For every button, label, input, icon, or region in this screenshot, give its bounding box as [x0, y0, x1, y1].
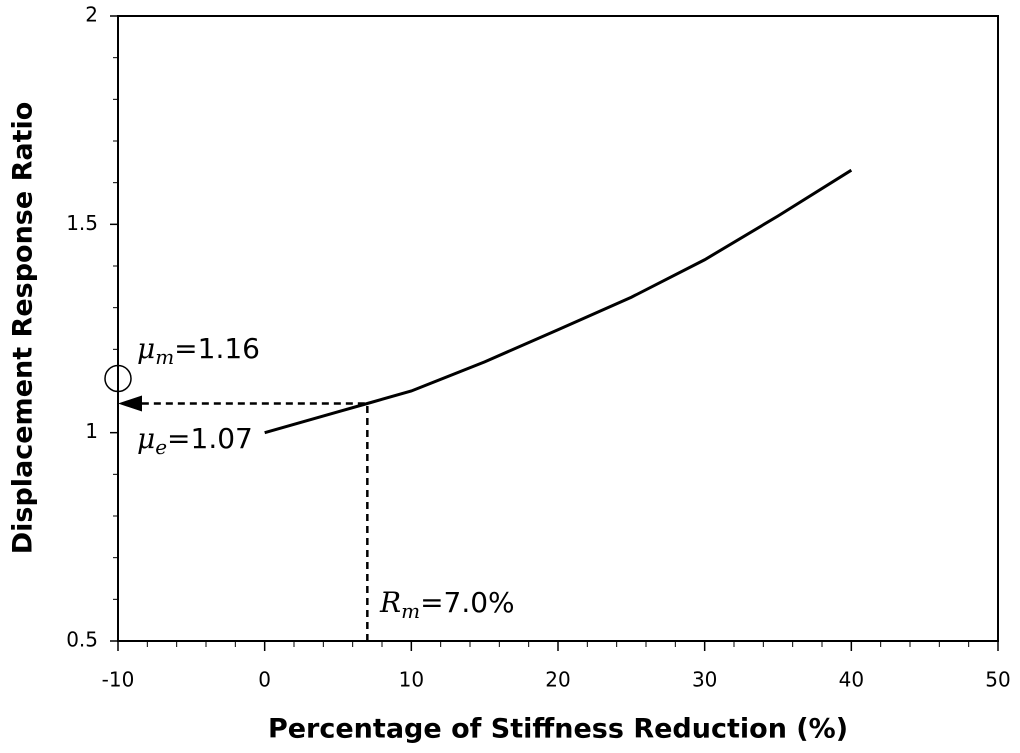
annotation-subscript: m: [401, 599, 420, 623]
annotation: Rm=7.0%: [379, 586, 515, 623]
annotation-symbol: μ: [137, 332, 155, 365]
annotation: μm=1.16: [137, 332, 260, 369]
annotation-text: =7.0%: [420, 586, 515, 619]
x-tick-label: 20: [545, 668, 570, 692]
data-line: [264, 168, 853, 435]
y-axis-title: Displacement Response Ratio: [8, 102, 39, 555]
annotation: μe=1.07: [137, 422, 253, 459]
annotation-symbol: R: [379, 586, 401, 619]
arrow-head: [118, 395, 142, 412]
annotation-text: =1.16: [174, 332, 260, 365]
annotation-text: =1.07: [167, 422, 253, 455]
annotation-symbol: μ: [137, 422, 155, 455]
x-tick-label: 10: [399, 668, 424, 692]
annotation-subscript: e: [155, 435, 167, 459]
y-tick-label: 0.5: [66, 628, 98, 652]
reference-line: [140, 402, 369, 641]
x-tick-label: -10: [102, 668, 135, 692]
y-tick-label: 1: [85, 419, 98, 443]
marker-circle: [104, 364, 132, 393]
x-axis-title: Percentage of Stiffness Reduction (%): [268, 714, 848, 745]
x-tick-label: 50: [985, 668, 1010, 692]
y-tick-label: 1.5: [66, 211, 98, 235]
x-tick-label: 30: [692, 668, 717, 692]
x-tick-label: 40: [839, 668, 864, 692]
x-tick-label: 0: [258, 668, 271, 692]
y-tick-label: 2: [85, 3, 98, 27]
annotation-subscript: m: [155, 345, 174, 369]
